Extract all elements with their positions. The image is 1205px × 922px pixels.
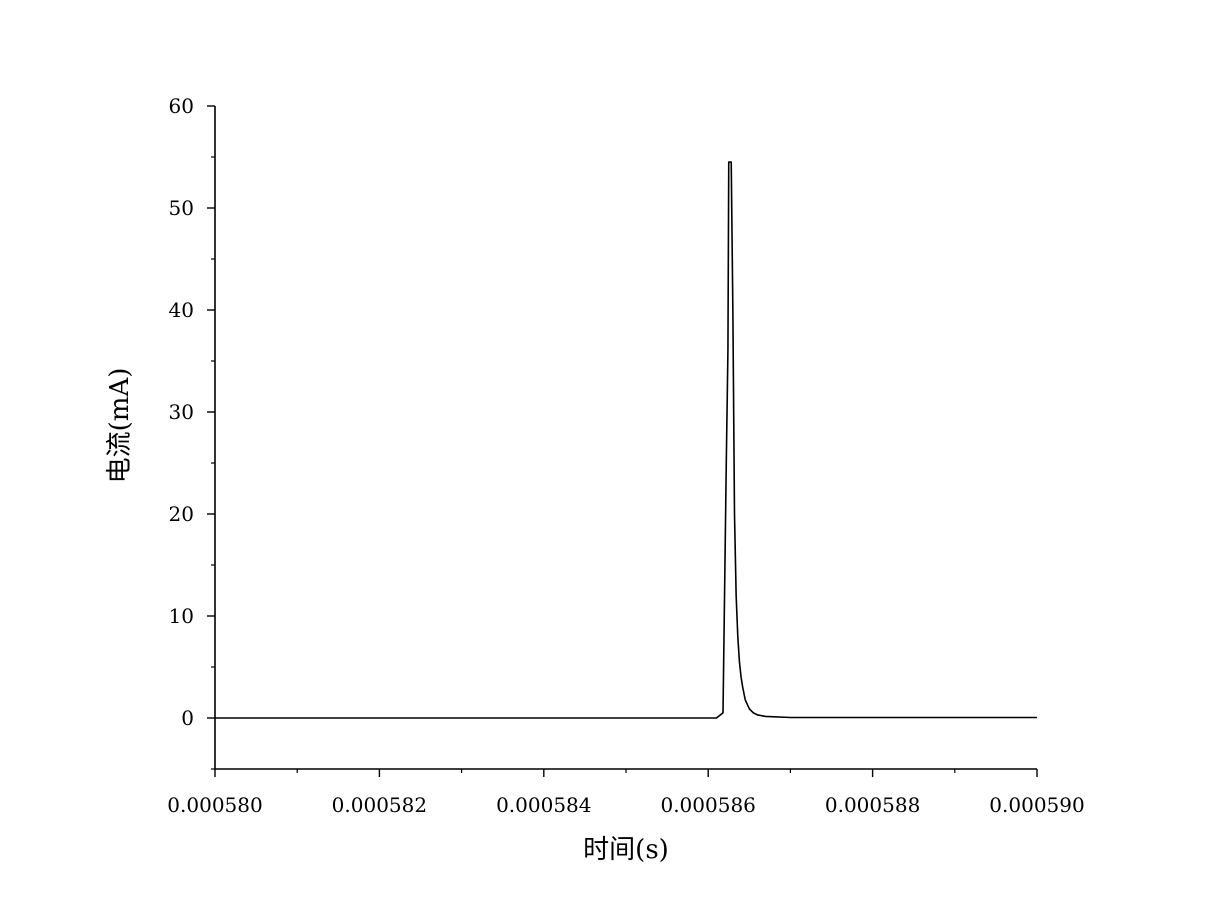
y-tick-label: 40 (169, 298, 194, 322)
tick-labels: 0 10 20 30 40 50 60 0.000580 0.000582 0.000584 0.0… (167, 94, 1084, 817)
y-axis-title: 电流(mA) (105, 368, 135, 484)
x-axis-title: 时间(s) (583, 835, 669, 865)
y-tick-label: 60 (169, 94, 194, 118)
y-tick-label: 30 (169, 400, 194, 424)
y-tick-label: 10 (169, 604, 194, 628)
x-tick-label: 0.000584 (496, 793, 591, 817)
y-tick-label: 20 (169, 502, 194, 526)
y-tick-label: 50 (169, 196, 194, 220)
x-tick-label: 0.000582 (332, 793, 427, 817)
y-tick-label: 0 (181, 706, 194, 730)
axes (214, 106, 1037, 770)
ticks (207, 105, 1038, 777)
x-tick-label: 0.000586 (660, 793, 755, 817)
x-tick-label: 0.000588 (825, 793, 920, 817)
series (215, 161, 1037, 719)
current-series-line (215, 161, 1037, 719)
x-tick-label: 0.000580 (167, 793, 262, 817)
x-tick-label: 0.000590 (989, 793, 1084, 817)
